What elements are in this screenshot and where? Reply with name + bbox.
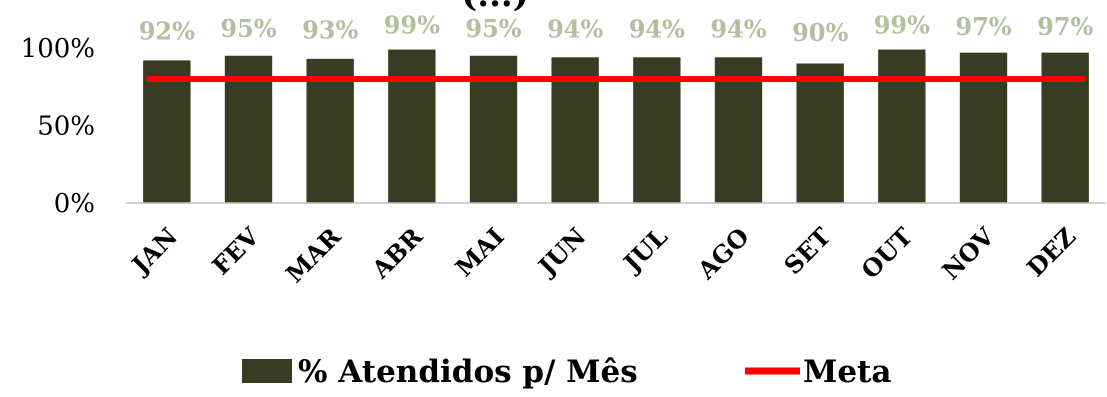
data-label: 95% (465, 14, 521, 43)
x-tick-label: FEV (206, 221, 265, 280)
x-tick-label: JUL (616, 222, 673, 279)
x-tick-label: DEZ (1021, 222, 1082, 283)
x-tick-label: NOV (936, 221, 1000, 285)
legend: % Atendidos p/ Mês Meta (242, 354, 891, 390)
y-tick-label: 100% (21, 34, 95, 64)
chart-title-fragment: (...) (461, 0, 529, 15)
bar (306, 58, 354, 203)
x-tick-label: ABR (365, 221, 429, 285)
data-label: 99% (384, 10, 440, 39)
data-label: 94% (710, 15, 766, 44)
bar (143, 60, 191, 204)
data-label: 97% (1037, 12, 1093, 41)
y-tick-label: 0% (54, 189, 95, 219)
data-label: 95% (220, 14, 276, 43)
legend-label-line: Meta (803, 354, 891, 390)
x-axis-ticks: JAN FEV MAR ABR MAI JUN JUL AGO SET OUT NOV DEZ (124, 221, 1081, 288)
bar (878, 49, 926, 203)
x-tick-label: MAR (280, 221, 347, 288)
y-axis-ticks: 0% 50% 100% (21, 34, 95, 219)
data-labels-group: 92% 95% 93% 99% 95% 94% 94% 94% 90% 99% 97% 97% (139, 10, 1094, 47)
x-tick-label: AGO (691, 222, 755, 286)
x-tick-label: JUN (531, 222, 591, 282)
bar (959, 52, 1008, 204)
data-label: 90% (792, 18, 848, 47)
data-label: 99% (874, 10, 930, 39)
legend-swatch-bar (242, 359, 292, 383)
bar (1041, 52, 1089, 204)
data-label: 94% (547, 15, 603, 44)
y-tick-label: 50% (37, 112, 95, 142)
bar (388, 49, 436, 203)
x-tick-label: MAI (449, 222, 509, 282)
data-label: 97% (955, 12, 1011, 41)
data-label: 94% (629, 15, 685, 44)
bar (796, 63, 844, 203)
x-tick-label: SET (778, 222, 836, 280)
x-tick-label: JAN (124, 222, 183, 281)
x-tick-label: OUT (855, 222, 918, 285)
data-label: 93% (302, 15, 358, 44)
data-label: 92% (139, 16, 195, 45)
legend-label-bar: % Atendidos p/ Mês (298, 354, 638, 390)
bars-group (143, 49, 1089, 204)
